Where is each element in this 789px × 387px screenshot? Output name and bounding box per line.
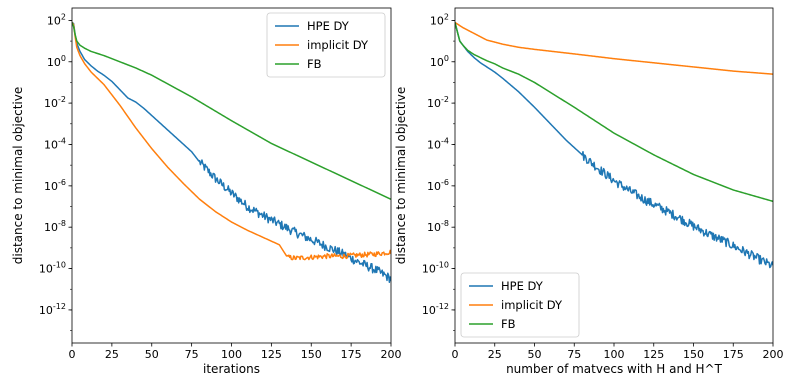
y-tick-label: 10-2 xyxy=(427,95,449,110)
right-chart-panel: 0 25 50 75 100 125 150 175 200 102 100 10-2 10-4 10-6… xyxy=(394,7,784,376)
x-tick-label: 50 xyxy=(145,348,159,361)
series-line-fb xyxy=(455,22,773,203)
x-tick-label: 75 xyxy=(567,348,581,361)
y-tick-label: 10-8 xyxy=(427,219,449,234)
legend-label: HPE DY xyxy=(501,279,544,293)
legend-label: FB xyxy=(501,317,516,331)
x-tick-label: 75 xyxy=(185,348,199,361)
y-tick-label: 10-4 xyxy=(44,136,66,151)
y-tick-label: 10-10 xyxy=(422,261,449,276)
left-chart-panel: 0 25 50 75 100 125 150 175 200 102 100 10-2 10-4 10-6… xyxy=(11,7,402,376)
x-axis-label: number of matvecs with H and H^T xyxy=(506,362,723,376)
x-tick-label: 125 xyxy=(643,348,664,361)
x-tick-label: 0 xyxy=(69,348,76,361)
x-tick-label: 125 xyxy=(261,348,282,361)
legend-label: implicit DY xyxy=(307,38,369,52)
legend-label: HPE DY xyxy=(307,19,350,33)
x-tick-label: 50 xyxy=(528,348,542,361)
series-line-hpe-dy xyxy=(72,21,391,284)
series-line-implicit-dy xyxy=(455,21,773,75)
y-axis-label: distance to minimal objective xyxy=(394,87,408,264)
y-tick-label: 102 xyxy=(430,12,449,27)
legend: HPE DY implicit DY FB xyxy=(266,12,386,78)
series-line-hpe-dy xyxy=(455,22,773,269)
x-tick-label: 175 xyxy=(723,348,744,361)
x-tick-label: 150 xyxy=(683,348,704,361)
x-tick-label: 0 xyxy=(452,348,459,361)
y-tick-label: 10-10 xyxy=(39,261,66,276)
y-tick-label: 100 xyxy=(47,54,66,69)
y-tick-label: 102 xyxy=(47,12,66,27)
y-tick-label: 10-6 xyxy=(44,178,66,193)
y-tick-label: 100 xyxy=(430,54,449,69)
x-tick-label: 175 xyxy=(341,348,362,361)
legend-box xyxy=(460,272,580,338)
x-tick-label: 200 xyxy=(381,348,402,361)
y-tick-label: 10-12 xyxy=(422,302,449,317)
x-axis-label: iterations xyxy=(203,362,260,376)
y-tick-label: 10-12 xyxy=(39,302,66,317)
x-tick-label: 25 xyxy=(105,348,119,361)
y-tick-label: 10-2 xyxy=(44,95,66,110)
y-tick-label: 10-4 xyxy=(427,136,449,151)
x-tick-label: 100 xyxy=(221,348,242,361)
x-tick-label: 200 xyxy=(763,348,784,361)
x-tick-label: 25 xyxy=(488,348,502,361)
legend-label: implicit DY xyxy=(501,298,563,312)
y-axis-label: distance to minimal objective xyxy=(11,87,25,264)
x-tick-label: 150 xyxy=(301,348,322,361)
legend: HPE DY implicit DY FB xyxy=(460,272,580,338)
legend-label: FB xyxy=(307,57,322,71)
y-tick-label: 10-6 xyxy=(427,178,449,193)
series-line-implicit-dy xyxy=(72,22,391,261)
legend-box xyxy=(266,12,386,78)
x-tick-label: 100 xyxy=(604,348,625,361)
series-line-fb xyxy=(72,22,391,200)
y-tick-label: 10-8 xyxy=(44,219,66,234)
